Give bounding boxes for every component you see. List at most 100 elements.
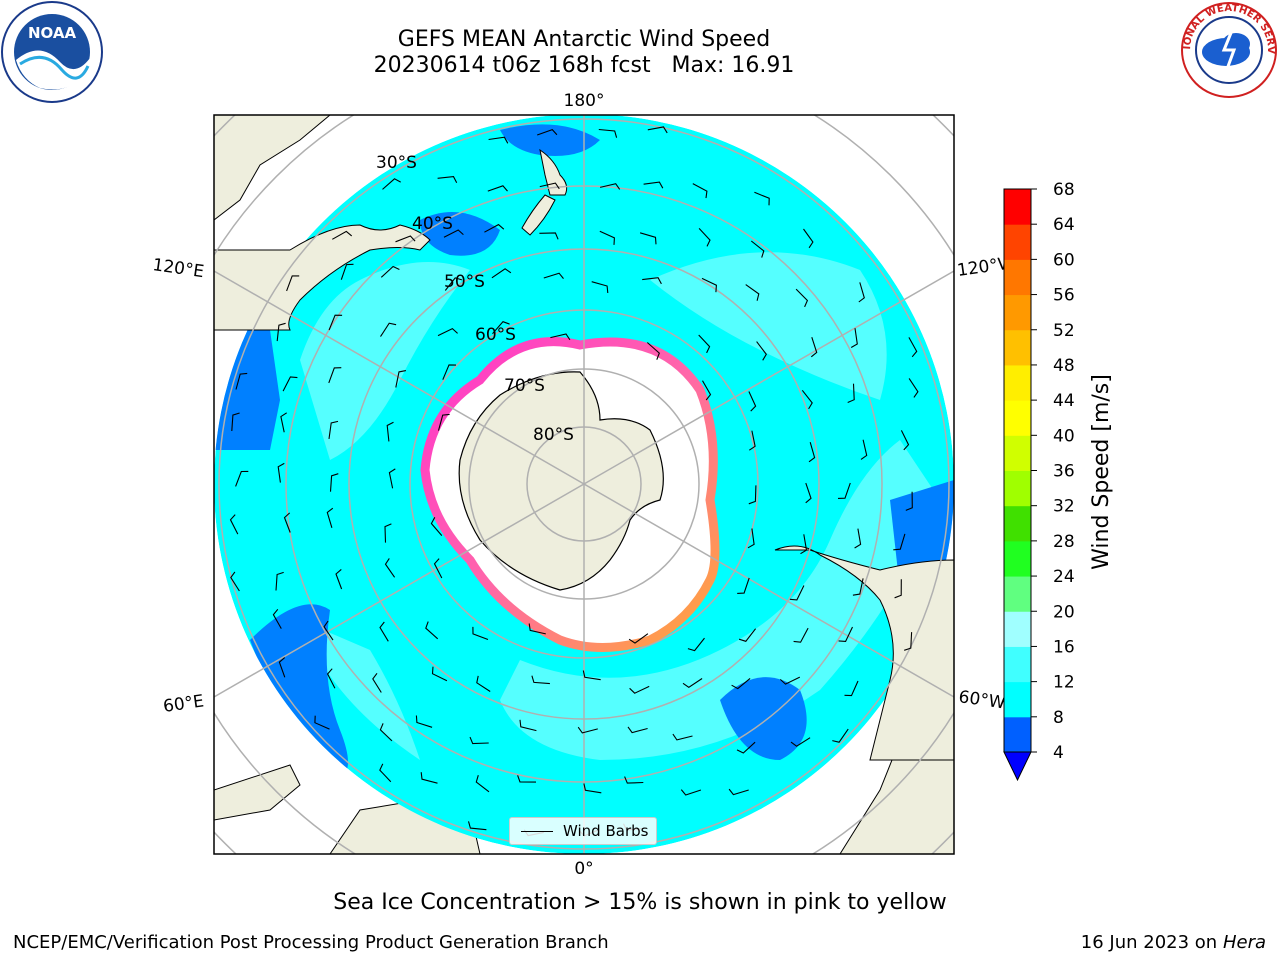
colorbar-tick-label: 56 [1053, 286, 1075, 306]
wind-barb [519, 719, 537, 732]
meridian-120w [583, 270, 954, 485]
wind-barb [591, 281, 609, 294]
wind-barb [531, 675, 550, 685]
wind-barb [680, 789, 702, 796]
wind-barb [698, 228, 711, 247]
wind-barb [805, 482, 812, 504]
colorbar-swatch [1004, 470, 1031, 507]
wind-barb [437, 176, 458, 184]
colorbar-swatch [1004, 716, 1031, 753]
wind-barb [386, 421, 394, 442]
wind-barb [286, 275, 300, 292]
wind-barb [624, 776, 644, 784]
wind-band-4 [300, 620, 420, 760]
colorbar-tick-label: 32 [1053, 497, 1075, 517]
colorbar-swatch [1004, 294, 1031, 331]
colorbar-tick-label: 48 [1053, 356, 1075, 376]
colorbar-swatch [1004, 435, 1031, 471]
map-title: GEFS MEAN Antarctic Wind Speed 20230614 … [0, 27, 1168, 79]
wind-barb [282, 376, 298, 392]
lat-label-40s: 40°S [412, 214, 453, 234]
wind-barb [800, 534, 808, 555]
noaa-logo: NOAA [1, 1, 103, 103]
wind-barb [850, 328, 858, 348]
lat-label-50s: 50°S [444, 272, 485, 292]
wind-barb [728, 788, 749, 796]
wind-barb [491, 268, 512, 279]
colorbar-swatch [1004, 540, 1031, 577]
lat-label-60s: 60°S [475, 325, 516, 345]
australia-land [214, 224, 431, 331]
colorbar-swatch [1004, 189, 1031, 225]
wind-barb-legend-label: Wind Barbs [563, 822, 649, 840]
new-zealand-north [539, 148, 568, 196]
title-line-2: 20230614 t06z 168h fcst Max: 16.91 [373, 53, 795, 78]
wind-barb [582, 670, 601, 681]
wind-barb [550, 333, 571, 341]
colorbar-tick-label: 4 [1053, 743, 1064, 763]
wind-barb [860, 439, 868, 460]
wind-barb [388, 468, 396, 489]
colorbar-label: Wind Speed [m/s] [1089, 374, 1114, 570]
wind-barb [229, 514, 239, 535]
wind-barb [736, 741, 756, 754]
wind-barb [599, 230, 615, 245]
noaa-logo-text: NOAA [28, 24, 77, 42]
wind-barb [235, 470, 249, 487]
wind-barb [908, 337, 918, 358]
colorbar-tick-label: 60 [1053, 250, 1075, 270]
colorbar-swatch [1004, 646, 1031, 683]
wind-barb [332, 230, 353, 240]
title-line-1: GEFS MEAN Antarctic Wind Speed [397, 27, 771, 52]
wind-barb [476, 675, 491, 692]
lon-label-60w: 60°W [957, 687, 1006, 713]
wind-barb [858, 282, 865, 303]
colorbar-tick-label: 68 [1053, 180, 1075, 200]
nws-logo: NATIONAL WEATHER SERVICE [1178, 0, 1277, 98]
wind-barb [340, 263, 354, 280]
colorbar-tick-label: 24 [1053, 567, 1075, 587]
australia-corner-land [214, 115, 331, 221]
wind-barb [335, 568, 343, 590]
map-frame [213, 114, 955, 855]
wind-barb [627, 726, 648, 734]
footer-date: 16 Jun 2023 on Hera [1081, 932, 1266, 953]
wind-barb [672, 733, 693, 741]
wind-barb [844, 680, 859, 697]
wind-barb [528, 623, 546, 635]
wind-barb [832, 728, 849, 743]
wind-band-1 [300, 262, 470, 460]
wind-barb [278, 657, 286, 678]
wind-barb-legend-line [521, 830, 553, 832]
wind-barb [442, 364, 457, 380]
wind-barb [314, 715, 330, 730]
wind-barb [487, 185, 508, 192]
wind-barb [908, 378, 919, 398]
wind-barb [750, 240, 765, 258]
colorbar-tick-label: 8 [1053, 708, 1064, 728]
colorbar-tick-label: 44 [1053, 391, 1075, 411]
wind-barb [395, 370, 407, 388]
wind-barb [779, 676, 801, 685]
wind-barb [905, 491, 913, 511]
wind-barb [326, 507, 334, 528]
wind-barb [629, 685, 650, 694]
wind-barb [430, 517, 443, 536]
wind-barb [517, 775, 537, 783]
wind-barb [537, 128, 558, 136]
wind-barb [380, 265, 400, 278]
colorbar-tick-label: 52 [1053, 321, 1075, 341]
wind-barb [380, 322, 397, 337]
wind-barb [420, 772, 438, 784]
wind-barb [838, 626, 853, 642]
colorbar-tick-label: 28 [1053, 532, 1075, 552]
africa-corner-land [214, 764, 301, 821]
wind-barb [469, 736, 489, 745]
wind-barb [745, 284, 760, 301]
wind-barb [323, 620, 334, 641]
wind-barb [754, 191, 770, 206]
lat-label-70s: 70°S [504, 376, 545, 396]
lon-label-180: 180° [564, 91, 605, 111]
antarctica-land [458, 371, 664, 591]
